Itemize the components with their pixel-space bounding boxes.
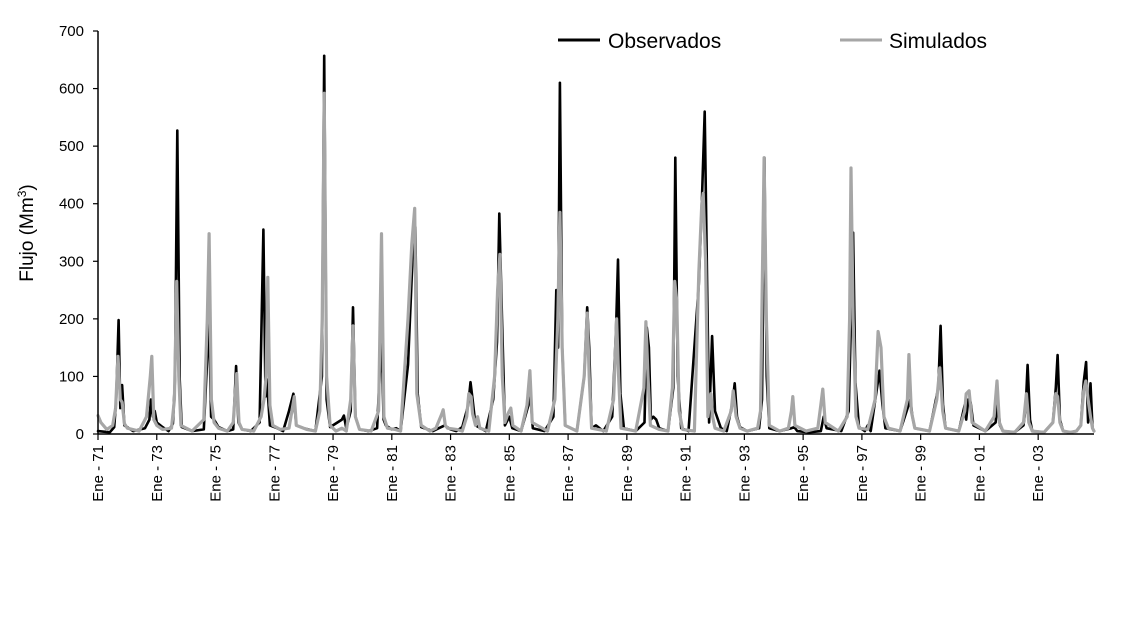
x-tick-label: Ene - 83 — [443, 445, 460, 502]
plot-area — [96, 54, 1096, 434]
x-ticks: Ene - 71 Ene - 73 Ene - 75 Ene - 77 Ene - 79… — [90, 434, 1047, 502]
legend-item-simulados: Simulados — [840, 30, 987, 53]
y-tick-label: 400 — [59, 196, 84, 213]
x-tick-label: Ene - 81 — [384, 445, 401, 502]
x-tick-label: Ene - 87 — [560, 445, 577, 502]
y-tick-label: 600 — [59, 81, 84, 98]
y-axis-label: Flujo (Mm3) — [15, 184, 38, 281]
x-tick-label: Ene - 89 — [619, 445, 636, 502]
x-tick-label: Ene - 79 — [325, 445, 342, 502]
x-tick-label: Ene - 73 — [149, 445, 166, 502]
series-line-simulados — [96, 91, 1096, 434]
y-tick-label: 700 — [59, 23, 84, 40]
x-tick-label: Ene - 75 — [208, 445, 225, 502]
y-tick-label: 100 — [59, 368, 84, 385]
x-tick-label: Ene - 95 — [795, 445, 812, 502]
x-tick-label: Ene - 91 — [678, 445, 695, 502]
series-line-observados — [96, 54, 1096, 434]
x-tick-label: Ene - 01 — [971, 445, 988, 502]
legend: Observados Simulados — [558, 30, 987, 53]
x-tick-label: Ene - 85 — [501, 445, 518, 502]
x-tick-label: Ene - 71 — [90, 445, 107, 502]
x-tick-label: Ene - 77 — [266, 445, 283, 502]
x-tick-label: Ene - 03 — [1030, 445, 1047, 502]
y-ticks: 0 100 200 300 400 500 600 700 — [59, 23, 98, 443]
axes — [97, 31, 1094, 435]
y-tick-label: 200 — [59, 311, 84, 328]
y-tick-label: 0 — [76, 426, 84, 443]
x-tick-label: Ene - 97 — [854, 445, 871, 502]
legend-label-simulados: Simulados — [889, 30, 987, 53]
legend-item-observados: Observados — [558, 30, 721, 53]
x-tick-label: Ene - 93 — [736, 445, 753, 502]
legend-label-observados: Observados — [608, 30, 721, 53]
x-tick-label: Ene - 99 — [913, 445, 930, 502]
y-tick-label: 300 — [59, 253, 84, 270]
y-tick-label: 500 — [59, 138, 84, 155]
